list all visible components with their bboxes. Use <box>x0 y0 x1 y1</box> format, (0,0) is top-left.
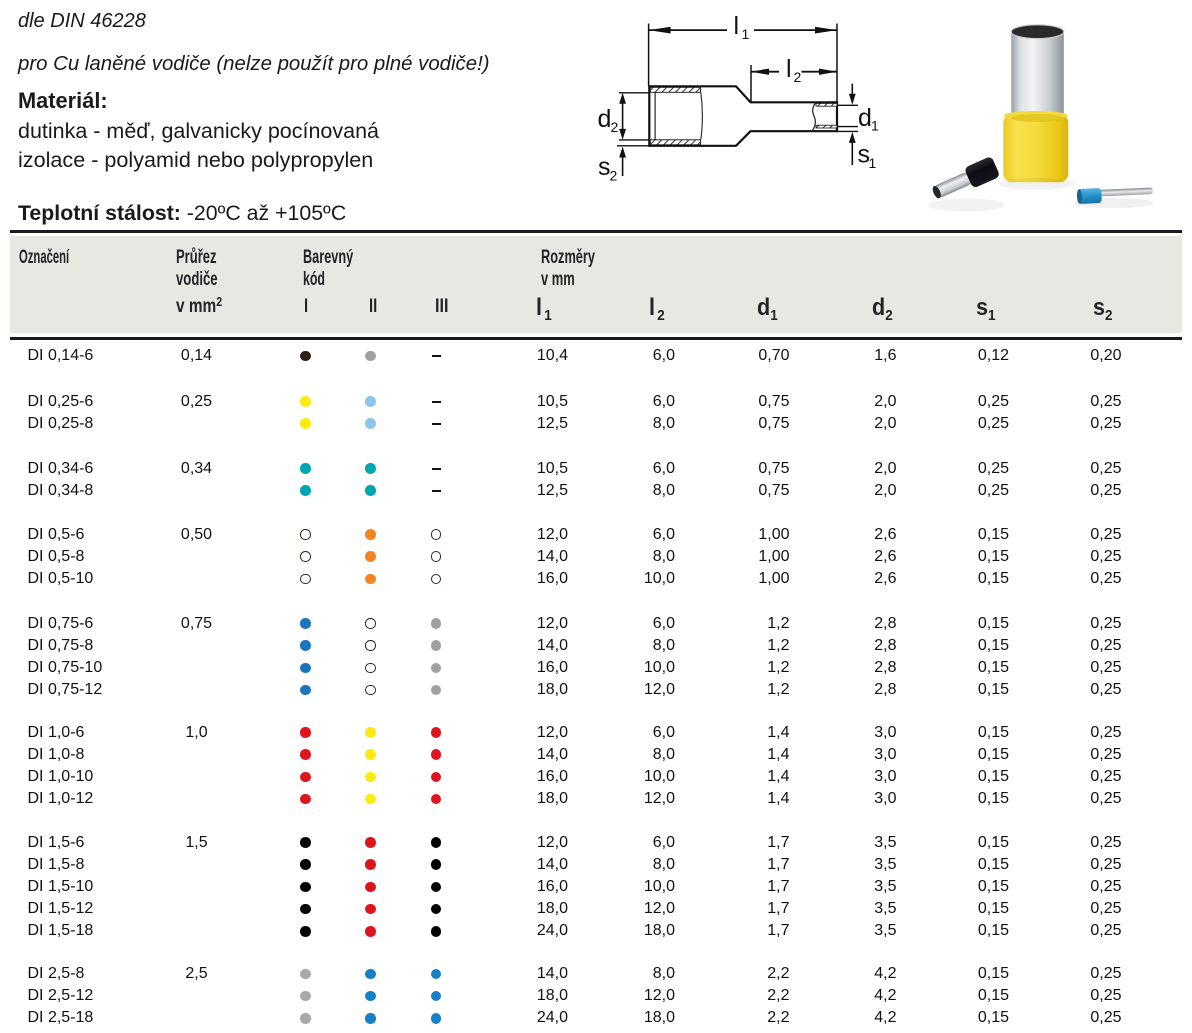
svg-text:s: s <box>598 153 611 181</box>
svg-text:2: 2 <box>611 119 619 135</box>
svg-text:1: 1 <box>871 118 879 134</box>
svg-text:2: 2 <box>794 69 802 85</box>
svg-text:d: d <box>598 105 612 133</box>
svg-text:1: 1 <box>742 26 750 42</box>
svg-text:2: 2 <box>610 168 618 184</box>
svg-text:s: s <box>858 140 871 168</box>
svg-text:l: l <box>786 55 792 83</box>
svg-text:1: 1 <box>869 155 877 171</box>
svg-text:d: d <box>858 104 872 132</box>
svg-text:l: l <box>734 12 740 40</box>
